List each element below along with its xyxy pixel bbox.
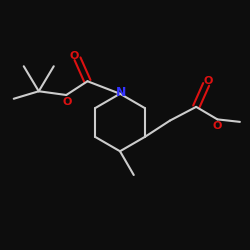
Text: N: N <box>116 86 126 99</box>
Text: O: O <box>63 97 72 107</box>
Text: O: O <box>70 51 79 61</box>
Text: O: O <box>204 76 213 86</box>
Text: O: O <box>213 122 222 132</box>
